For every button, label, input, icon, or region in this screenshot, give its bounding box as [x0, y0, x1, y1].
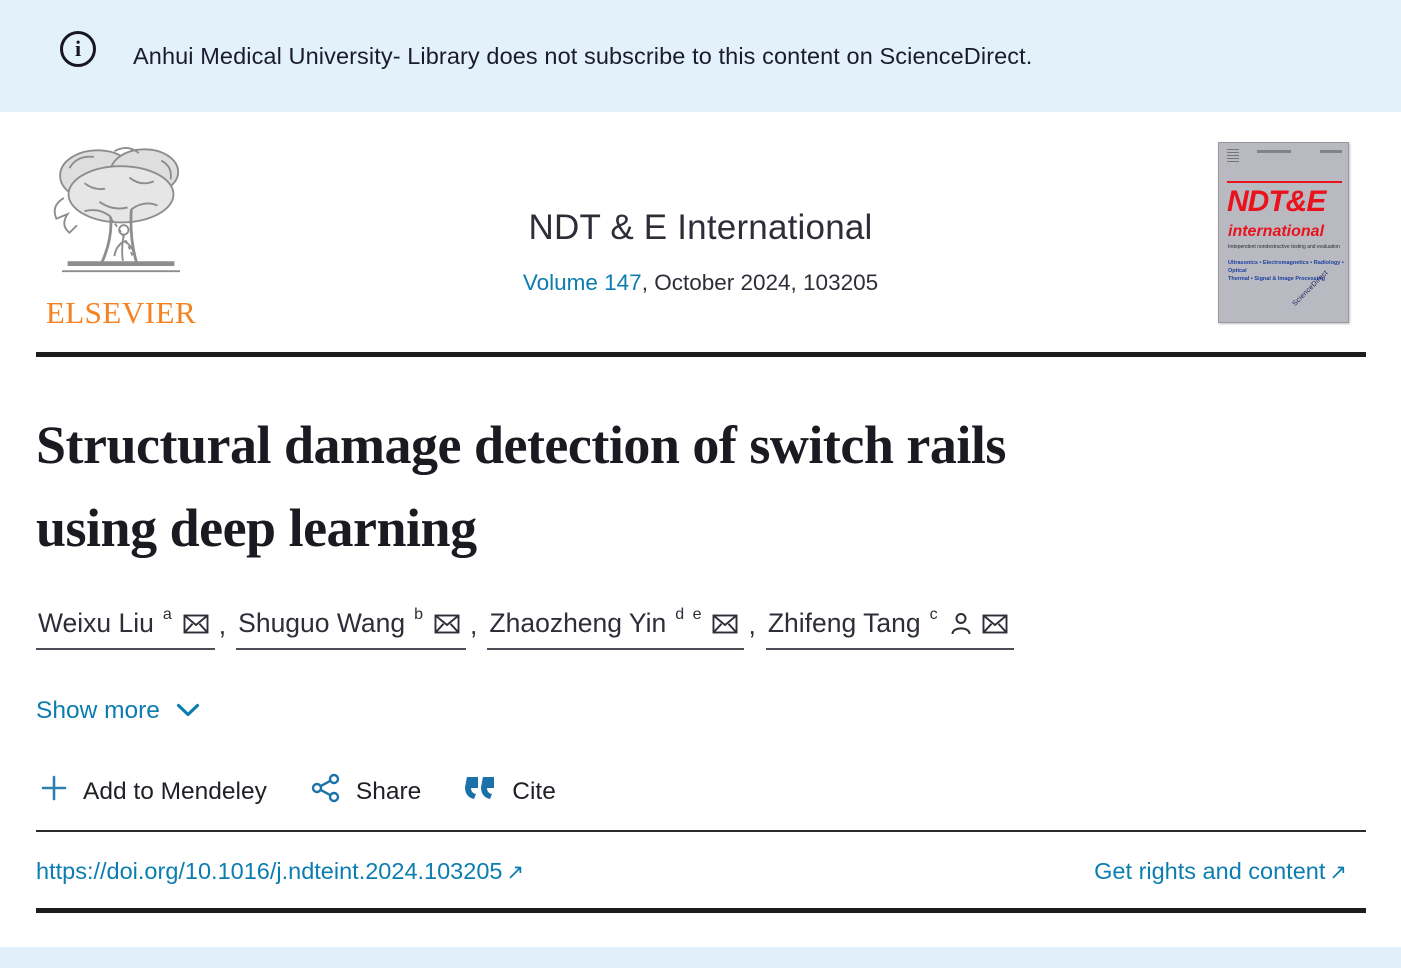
cover-topics: Ultrasonics • Electromagnetics • Radiolo…	[1228, 260, 1344, 282]
cover-top-text	[1227, 150, 1342, 153]
author-affiliation-sup: a	[162, 605, 174, 623]
elsevier-logo[interactable]: ELSEVIER	[36, 140, 206, 331]
cover-publisher-mark	[1227, 149, 1239, 163]
envelope-icon	[434, 614, 460, 634]
author-affiliation-sup: b	[414, 605, 426, 623]
author-name: Weixu Liu	[38, 608, 154, 638]
cover-masthead-sub: international	[1228, 223, 1325, 240]
journal-cover-thumbnail[interactable]: NDT&E international Independent nondestr…	[1218, 142, 1349, 323]
author-affiliation-sup: d e	[675, 605, 704, 623]
author-separator: ,	[748, 610, 756, 640]
institution-access-message: Anhui Medical University- Library does n…	[133, 42, 1033, 69]
info-icon: i	[60, 31, 96, 67]
plus-icon	[40, 774, 68, 809]
cover-red-rule	[1227, 181, 1342, 183]
show-more-label: Show more	[36, 697, 160, 724]
external-link-icon: ↗	[506, 861, 525, 884]
author-separator: ,	[218, 610, 227, 640]
envelope-icon	[183, 614, 209, 634]
share-icon	[311, 773, 341, 810]
cite-quote-icon	[465, 775, 497, 808]
author-name: Shuguo Wang	[238, 608, 406, 638]
header-divider-rule	[36, 352, 1366, 357]
author-name: Zhifeng Tang	[767, 608, 921, 638]
cite-button[interactable]: Cite	[465, 775, 556, 808]
author-link-zhifeng-tang[interactable]: Zhifeng Tang c	[765, 605, 1014, 650]
author-link-weixu-liu[interactable]: Weixu Liu a	[36, 605, 215, 650]
institution-access-banner: i Anhui Medical University- Library does…	[0, 0, 1401, 112]
author-link-zhaozheng-yin[interactable]: Zhaozheng Yin d e	[487, 605, 745, 650]
doi-divider-rule	[36, 830, 1366, 832]
action-toolbar: Add to Mendeley Share	[40, 773, 556, 810]
doi-link[interactable]: https://doi.org/10.1016/j.ndteint.2024.1…	[36, 858, 524, 885]
issue-date-text: , October 2024, 103205	[641, 270, 879, 295]
cite-label: Cite	[512, 777, 556, 805]
cover-tagline: Independent nondestructive testing and e…	[1228, 244, 1340, 250]
share-label: Share	[355, 777, 422, 805]
share-button[interactable]: Share	[311, 773, 421, 810]
author-link-shuguo-wang[interactable]: Shuguo Wang b	[236, 605, 467, 650]
author-name: Zhaozheng Yin	[489, 608, 667, 638]
elsevier-wordmark: ELSEVIER	[45, 295, 197, 330]
show-more-button[interactable]: Show more	[36, 697, 200, 725]
author-list: Weixu Liu a , Shuguo Wang b	[36, 605, 1014, 650]
cover-masthead: NDT&E	[1227, 185, 1326, 218]
footer-divider-rule	[36, 908, 1366, 913]
doi-url: https://doi.org/10.1016/j.ndteint.2024.1…	[36, 858, 503, 884]
article-title: Structural damage detection of switch ra…	[36, 415, 1006, 558]
get-rights-link[interactable]: Get rights and content ↗	[1094, 858, 1347, 885]
journal-title-link[interactable]: NDT & E International	[528, 208, 873, 247]
author-separator: ,	[470, 610, 478, 640]
next-section-banner-edge	[0, 947, 1401, 968]
person-icon	[949, 612, 973, 636]
author-affiliation-sup: c	[929, 605, 940, 623]
elsevier-tree-icon	[41, 147, 201, 292]
chevron-down-icon	[176, 697, 200, 725]
envelope-icon	[712, 614, 738, 634]
add-to-mendeley-label: Add to Mendeley	[83, 777, 267, 805]
add-to-mendeley-button[interactable]: Add to Mendeley	[40, 774, 267, 809]
external-link-icon: ↗	[1329, 861, 1347, 884]
get-rights-label: Get rights and content	[1094, 858, 1326, 884]
volume-link[interactable]: Volume 147	[522, 270, 642, 295]
journal-issue-line: Volume 147, October 2024, 103205	[0, 270, 1401, 296]
envelope-icon	[982, 614, 1008, 634]
